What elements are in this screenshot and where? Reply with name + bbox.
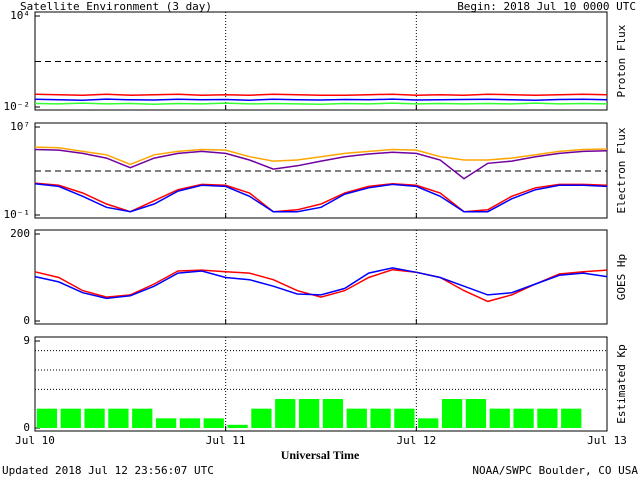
x-tick-label: Jul 10 — [15, 434, 55, 447]
y-tick-label: 10⁴ — [10, 9, 30, 22]
series-line — [34, 148, 608, 180]
y-tick-label: 10⁻¹ — [4, 208, 31, 221]
kp-bar — [84, 408, 105, 428]
series-line — [34, 146, 608, 166]
series-line — [34, 93, 608, 96]
kp-bar — [537, 408, 558, 428]
series-line — [34, 268, 608, 303]
kp-bar — [227, 424, 248, 428]
y-tick-label: 200 — [10, 227, 30, 240]
kp-bar — [155, 418, 177, 428]
kp-bar — [441, 399, 463, 428]
kp-bar — [298, 399, 320, 428]
x-tick-label: Jul 13 — [587, 434, 627, 447]
kp-bar — [370, 408, 391, 428]
y-tick-label: 0 — [23, 314, 30, 327]
kp-bar — [346, 408, 367, 428]
y-axis-label: GOES Hp — [615, 254, 628, 300]
series-line — [34, 267, 608, 300]
kp-bar — [203, 418, 224, 428]
x-axis-label: Universal Time — [281, 448, 360, 462]
kp-bar — [36, 408, 58, 428]
panel-frame — [34, 336, 608, 432]
kp-bar — [60, 408, 81, 428]
begin-time: Begin: 2018 Jul 10 0000 UTC — [457, 0, 636, 13]
y-tick-label: 10⁷ — [10, 120, 30, 133]
y-tick-label: 9 — [23, 334, 30, 347]
kp-bar — [418, 418, 439, 428]
x-tick-label: Jul 11 — [206, 434, 246, 447]
y-axis-label: Proton Flux — [615, 24, 628, 97]
kp-bar — [132, 408, 153, 428]
kp-bar — [108, 408, 129, 428]
series-line — [34, 182, 608, 213]
kp-bar — [394, 408, 415, 428]
series-line — [34, 102, 608, 106]
credit: NOAA/SWPC Boulder, CO USA — [472, 464, 638, 477]
kp-bar — [561, 408, 582, 428]
kp-bar — [465, 399, 487, 428]
y-tick-label: 10⁻² — [4, 100, 31, 113]
kp-bar — [489, 408, 510, 428]
kp-bar — [275, 399, 296, 428]
kp-bar — [513, 408, 534, 428]
series-line — [34, 98, 608, 101]
updated: Updated 2018 Jul 12 23:56:07 UTC — [2, 464, 214, 477]
x-tick-label: Jul 12 — [396, 434, 436, 447]
kp-bar — [179, 418, 201, 428]
kp-bar — [322, 399, 344, 428]
y-axis-label: Electron Flux — [615, 127, 628, 213]
y-axis-label: Estimated Kp — [615, 344, 628, 423]
kp-bar — [251, 408, 272, 428]
title: Satellite Environment (3 day) — [20, 0, 212, 13]
y-tick-label: 0 — [23, 421, 30, 434]
